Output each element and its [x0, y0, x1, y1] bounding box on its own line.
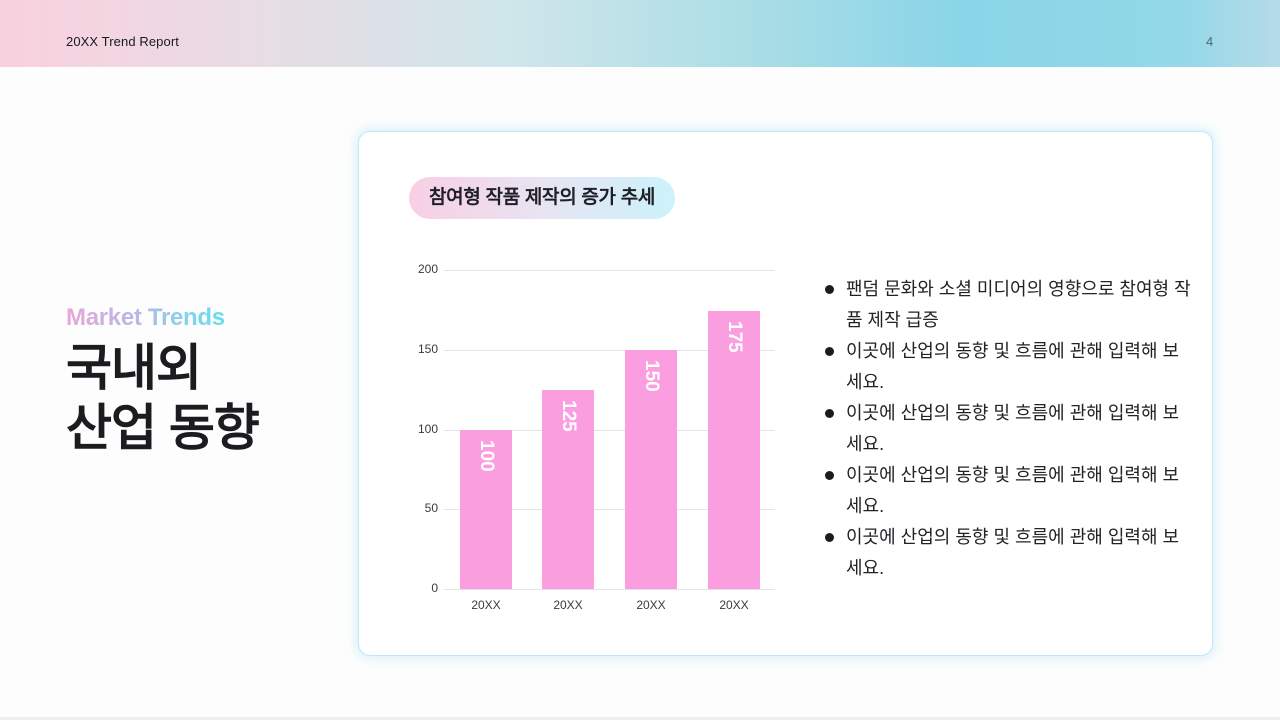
bullet-item: 이곳에 산업의 동향 및 흐름에 관해 입력해 보세요.: [822, 460, 1192, 522]
bar-4: 175: [708, 311, 760, 589]
gridline-150: [444, 350, 775, 351]
gridline-100: [444, 430, 775, 431]
section-title-line1: 국내외: [66, 340, 202, 396]
section-title: 국내외 산업 동향: [66, 338, 260, 458]
section-subtitle: Market Trends: [66, 304, 225, 331]
report-title: 20XX Trend Report: [66, 34, 179, 49]
y-tick-200: 200: [417, 262, 438, 276]
chart-title-pill: 참여형 작품 제작의 증가 추세: [409, 177, 676, 219]
bar-1: 100: [460, 430, 512, 589]
bullet-list: 팬덤 문화와 소셜 미디어의 영향으로 참여형 작품 제작 급증 이곳에 산업의…: [822, 274, 1192, 584]
section-heading: Market Trends 국내외 산업 동향: [66, 304, 260, 458]
y-tick-50: 50: [424, 501, 438, 515]
bar-2: 125: [542, 390, 594, 589]
bullet-dot-icon: [825, 409, 834, 418]
bar-2-value: 125: [558, 400, 579, 432]
bar-1-value: 100: [476, 440, 497, 472]
bullet-dot-icon: [825, 471, 834, 480]
bullet-item: 팬덤 문화와 소셜 미디어의 영향으로 참여형 작품 제작 급증: [822, 274, 1192, 336]
gridline-50: [444, 509, 775, 510]
x-tick-3: 20XX: [636, 598, 666, 612]
x-tick-1: 20XX: [471, 598, 501, 612]
bar-3: 150: [625, 350, 677, 589]
bullet-dot-icon: [825, 533, 834, 542]
bar-4-value: 175: [724, 321, 745, 353]
bullet-item: 이곳에 산업의 동향 및 흐름에 관해 입력해 보세요.: [822, 336, 1192, 398]
x-tick-2: 20XX: [553, 598, 583, 612]
y-tick-100: 100: [417, 422, 438, 436]
section-title-line2: 산업 동향: [66, 400, 260, 456]
gridline-200: [444, 270, 775, 271]
bottom-divider: [0, 717, 1280, 720]
bar-chart: 200 150 100 50 0 100 125 150 175 20XX 20…: [400, 255, 780, 615]
page-number: 4: [1206, 34, 1214, 49]
bar-3-value: 150: [641, 360, 662, 392]
bullet-item: 이곳에 산업의 동향 및 흐름에 관해 입력해 보세요.: [822, 522, 1192, 584]
bullet-dot-icon: [825, 347, 834, 356]
gridline-0: [444, 589, 775, 590]
x-tick-4: 20XX: [719, 598, 749, 612]
y-tick-0: 0: [431, 581, 438, 595]
header-banner: 20XX Trend Report 4: [0, 0, 1280, 67]
bullet-item: 이곳에 산업의 동향 및 흐름에 관해 입력해 보세요.: [822, 398, 1192, 460]
bullet-dot-icon: [825, 285, 834, 294]
y-tick-150: 150: [417, 342, 438, 356]
